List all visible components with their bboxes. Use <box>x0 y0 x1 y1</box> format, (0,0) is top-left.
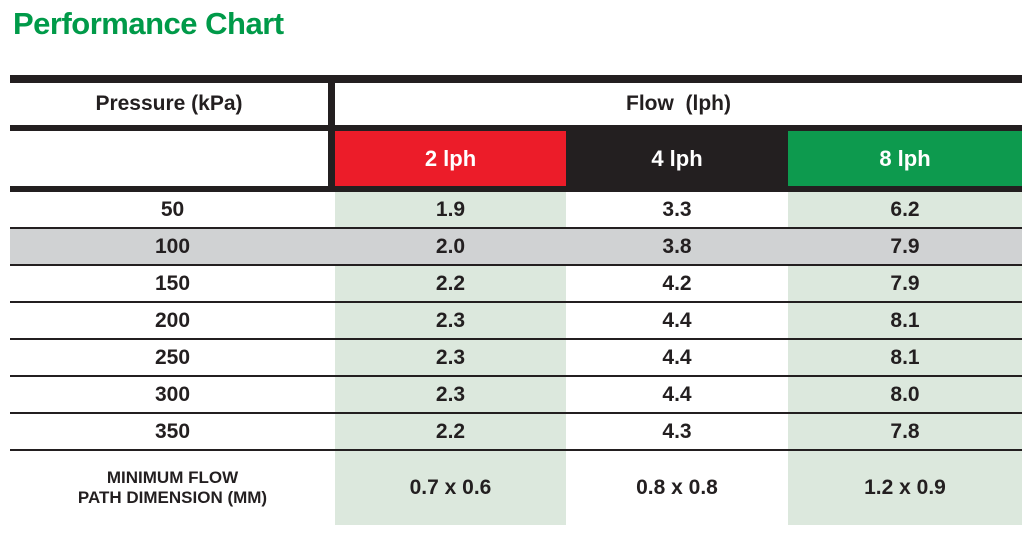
header-pressure: Pressure (kPa) <box>10 83 335 125</box>
flow-4lph-cell: 4.4 <box>566 377 788 412</box>
subheader-bottom-bar <box>10 186 1022 192</box>
flow-2lph-cell: 2.2 <box>335 266 566 301</box>
table-row: 200 2.3 4.4 8.1 <box>10 303 1022 340</box>
flow-2lph-cell: 1.9 <box>335 192 566 227</box>
table-footer-row: MINIMUM FLOW PATH DIMENSION (MM) 0.7 x 0… <box>10 451 1022 525</box>
flow-4lph-cell: 4.4 <box>566 303 788 338</box>
flow-8lph-cell: 8.1 <box>788 303 1022 338</box>
flow-2lph-cell: 2.0 <box>335 229 566 264</box>
pressure-cell: 350 <box>154 419 191 443</box>
table-header-row: Pressure (kPa) Flow (lph) <box>10 83 1022 125</box>
min-flow-4lph-cell: 0.8 x 0.8 <box>566 451 788 525</box>
flow-4lph-cell: 3.8 <box>566 229 788 264</box>
flow-2lph-cell: 2.3 <box>335 303 566 338</box>
flow-2lph-cell: 2.3 <box>335 340 566 375</box>
flow-8lph-cell: 7.9 <box>788 229 1022 264</box>
subheader-4lph: 4 lph <box>566 131 788 186</box>
min-flow-2lph-cell: 0.7 x 0.6 <box>335 451 566 525</box>
header-separator-bar <box>10 125 1022 131</box>
performance-table: Pressure (kPa) Flow (lph) 2 lph 4 lph 8 … <box>10 75 1022 525</box>
pressure-cell: 300 <box>154 382 191 406</box>
flow-8lph-cell: 7.8 <box>788 414 1022 449</box>
pressure-cell: 100 <box>10 229 335 264</box>
flow-2lph-cell: 2.3 <box>335 377 566 412</box>
flow-subheader-row: 2 lph 4 lph 8 lph <box>10 131 1022 186</box>
pressure-cell: 50 <box>160 197 185 221</box>
page-title: Performance Chart <box>13 6 284 41</box>
pressure-cell: 200 <box>154 308 191 332</box>
table-row: 50 1.9 3.3 6.2 <box>10 192 1022 229</box>
subheader-2lph: 2 lph <box>335 131 566 186</box>
table-row-highlighted: 100 2.0 3.8 7.9 <box>10 229 1022 266</box>
flow-8lph-cell: 8.0 <box>788 377 1022 412</box>
pressure-cell: 250 <box>154 345 191 369</box>
flow-4lph-cell: 4.2 <box>566 266 788 301</box>
header-flow: Flow (lph) <box>335 83 1022 125</box>
table-row: 300 2.3 4.4 8.0 <box>10 377 1022 414</box>
subheader-8lph: 8 lph <box>788 131 1022 186</box>
min-flow-8lph-cell: 1.2 x 0.9 <box>788 451 1022 525</box>
flow-4lph-cell: 4.4 <box>566 340 788 375</box>
pressure-cell: 150 <box>154 271 191 295</box>
table-row: 350 2.2 4.3 7.8 <box>10 414 1022 451</box>
min-flow-path-label: MINIMUM FLOW PATH DIMENSION (MM) <box>77 467 268 507</box>
table-row: 150 2.2 4.2 7.9 <box>10 266 1022 303</box>
flow-4lph-cell: 3.3 <box>566 192 788 227</box>
subheader-empty-cell <box>10 131 335 186</box>
flow-2lph-cell: 2.2 <box>335 414 566 449</box>
table-row: 250 2.3 4.4 8.1 <box>10 340 1022 377</box>
flow-8lph-cell: 8.1 <box>788 340 1022 375</box>
table-top-border <box>10 75 1022 83</box>
flow-8lph-cell: 7.9 <box>788 266 1022 301</box>
flow-8lph-cell: 6.2 <box>788 192 1022 227</box>
flow-4lph-cell: 4.3 <box>566 414 788 449</box>
